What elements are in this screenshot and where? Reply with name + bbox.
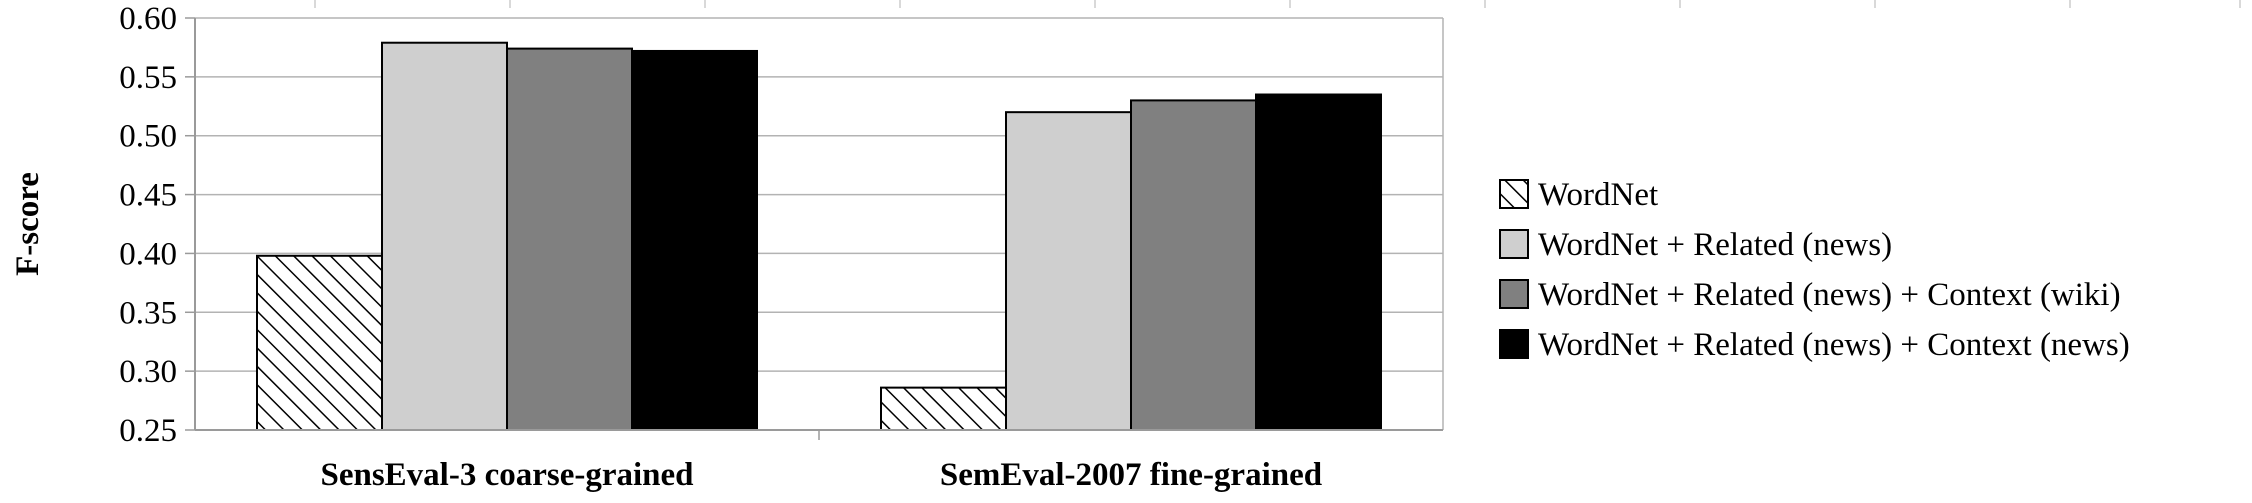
y-tick-label: 0.60 [119,1,177,37]
bar-1-2 [880,386,1007,432]
legend-swatch [1499,229,1529,259]
y-axis-title: F-score [10,172,46,276]
x-category-labels: SensEval-3 coarse-grained SemEval-2007 fi… [320,457,1322,493]
bar-2-1 [381,41,508,431]
y-tick-label: 0.55 [119,60,177,96]
legend-label: WordNet + Related (news) [1538,227,1892,263]
y-tick-label: 0.45 [119,178,177,214]
legend-label: WordNet + Related (news) + Context (wiki… [1538,277,2121,313]
x-category-label: SemEval-2007 fine-grained [940,457,1322,493]
y-tick-label: 0.50 [119,119,177,155]
legend-label: WordNet [1538,177,1658,213]
bar-1-1 [256,254,383,431]
legend-swatch [1499,279,1529,309]
y-tick-label: 0.35 [119,295,177,331]
bar-4-2 [1255,93,1382,431]
axes [194,0,2241,440]
y-tick-labels: 0.25 0.30 0.35 0.40 0.45 0.50 0.55 0.60 [119,1,177,449]
bar-4-1 [631,49,758,432]
x-category-label: SensEval-3 coarse-grained [320,457,693,493]
bar-3-1 [506,47,633,431]
legend-label: WordNet + Related (news) + Context (news… [1538,327,2130,363]
bars [256,41,1382,432]
bar-3-2 [1130,99,1257,432]
legend-swatch [1499,329,1529,359]
y-tick-label: 0.40 [119,236,177,272]
y-tick-label: 0.25 [119,413,177,449]
legend-swatch [1499,179,1529,209]
bar-2-2 [1005,111,1132,432]
legend: WordNet WordNet + Related (news) WordNet +… [1499,177,2130,363]
y-tick-label: 0.30 [119,354,177,390]
